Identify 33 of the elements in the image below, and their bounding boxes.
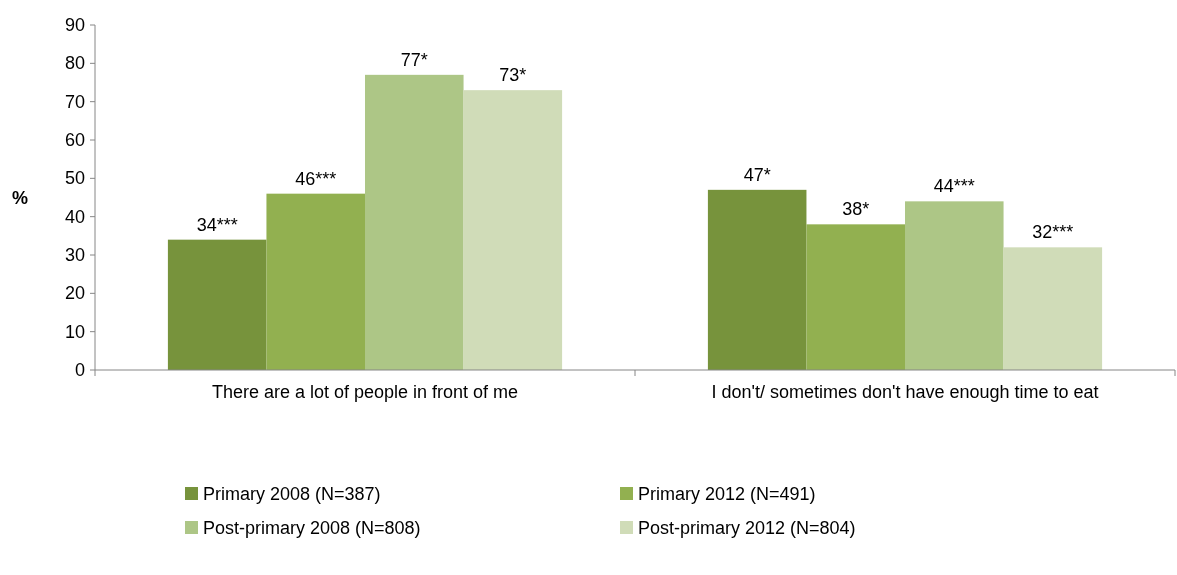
legend-label: Post-primary 2008 (N=808) xyxy=(203,518,421,538)
bar xyxy=(266,193,365,370)
y-tick-label: 20 xyxy=(64,283,85,304)
bar xyxy=(365,74,464,370)
legend-label: Primary 2012 (N=491) xyxy=(638,484,816,504)
y-axis-title: % xyxy=(11,187,29,208)
data-label: 38* xyxy=(842,199,870,220)
y-tick-label: 0 xyxy=(74,360,85,380)
bar xyxy=(707,189,807,370)
data-label: 44*** xyxy=(933,176,975,197)
y-tick-label: 90 xyxy=(64,15,85,35)
bar xyxy=(463,90,563,370)
data-label: 34*** xyxy=(196,214,238,235)
y-tick-label: 30 xyxy=(64,245,85,265)
y-tick-label: 70 xyxy=(64,91,85,112)
y-tick-label: 50 xyxy=(64,168,85,189)
legend-label: Primary 2008 (N=387) xyxy=(203,484,381,504)
y-tick-label: 40 xyxy=(64,206,85,227)
legend-label: Post-primary 2012 (N=804) xyxy=(638,518,856,538)
data-label: 46*** xyxy=(295,168,337,189)
bar xyxy=(806,224,905,370)
y-tick-label: 80 xyxy=(64,53,85,74)
x-tick-label: There are a lot of people in front of me xyxy=(211,382,519,402)
y-tick-label: 60 xyxy=(64,130,85,150)
bar xyxy=(905,201,1004,370)
data-label: 73* xyxy=(499,65,527,86)
data-label: 77* xyxy=(400,49,428,70)
data-label: 47* xyxy=(743,164,771,185)
y-tick-label: 10 xyxy=(64,321,85,342)
x-tick-label: I don't/ sometimes don't have enough time to eat xyxy=(711,382,1099,402)
data-label: 32*** xyxy=(1032,222,1074,243)
bar xyxy=(167,239,267,370)
bar xyxy=(1003,247,1103,370)
